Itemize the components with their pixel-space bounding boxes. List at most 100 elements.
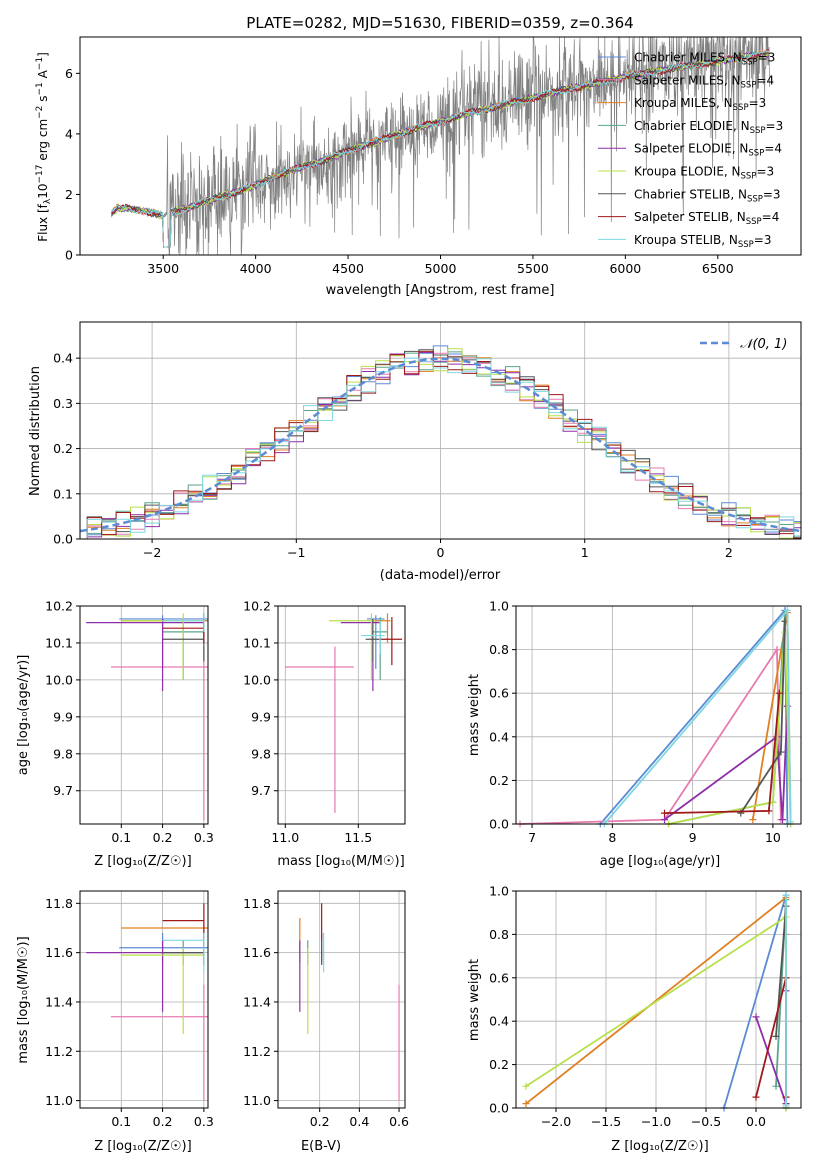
- spectrum-legend: Chabrier MILES, NSSP=3 Salpeter MILES, NS…: [598, 51, 783, 250]
- spectrum-panel: PLATE=0282, MJD=51630, FIBERID=0359, z=0…: [35, 14, 802, 298]
- legend-label: Salpeter ELODIE, NSSP=4: [634, 142, 782, 159]
- x-tick-label: 5000: [425, 261, 457, 276]
- chart-title: PLATE=0282, MJD=51630, FIBERID=0359, z=0…: [246, 14, 633, 32]
- x-tick-label: 0.2: [153, 1114, 173, 1129]
- weight-marker: [772, 1082, 780, 1090]
- y-tick-label: 0.3: [53, 396, 73, 411]
- x-tick-label: 0.0: [746, 1114, 766, 1129]
- x-tick-label: 2: [725, 545, 733, 560]
- y-tick-label: 1.0: [489, 599, 509, 614]
- x-tick-label: 0: [437, 545, 445, 560]
- y-tick-label: 10.0: [243, 672, 271, 687]
- weight-line-chabrier-stelib: [775, 906, 787, 1037]
- y-tick-label: 0.2: [53, 441, 73, 456]
- x-tick-label: 7: [528, 830, 536, 845]
- weight-marker: [661, 816, 669, 824]
- weight-marker: [749, 816, 757, 824]
- errorbar-point-kroupa-elodie: [329, 613, 376, 680]
- weight-vs-metallicity-panel: −2.0 −1.5 −1.0 −0.5 0.0 0.0 0.2 0.4 0.6 0.8 1.0 Z …: [467, 884, 802, 1154]
- y-tick-label: 0.6: [489, 970, 509, 985]
- y-tick-label: 9.8: [53, 746, 73, 761]
- mass-vs-metallicity-panel: 0.1 0.2 0.3 11.0 11.2 11.4 11.6 11.8 Z [log₁₀(Z…: [16, 890, 214, 1154]
- y-tick-label: 9.9: [53, 709, 73, 724]
- y-tick-label: 11.6: [243, 945, 271, 960]
- x-tick-label: 9: [689, 830, 697, 845]
- errorbar-point-kroupa-stelib: [162, 613, 205, 632]
- y-tick-label: 11.2: [45, 1044, 73, 1059]
- errorbar-point-chabrier-miles: [367, 615, 385, 669]
- x-tick-label: −1.5: [591, 1114, 621, 1129]
- weight-marker: [765, 807, 773, 815]
- weight-marker: [522, 1082, 530, 1090]
- y-tick-label: 0: [65, 248, 73, 263]
- weight-marker: [773, 646, 781, 654]
- errorbar-point-kroupa-stelib: [162, 932, 205, 973]
- model-spectrum-kroupa-elodie: [110, 53, 770, 248]
- legend-label: Chabrier ELODIE, NSSP=3: [634, 119, 783, 136]
- x-tick-label: 11.5: [344, 830, 372, 845]
- weight-vs-z-x-axis-label: Z [log₁₀(Z/Z☉)]: [611, 1139, 708, 1154]
- x-tick-label: −2: [143, 545, 161, 560]
- residuals-y-axis-label: Normed distribution: [28, 366, 43, 496]
- y-tick-label: 10.1: [45, 635, 73, 650]
- axes-frame: [277, 605, 406, 825]
- x-tick-label: −2.0: [541, 1114, 571, 1129]
- spectrum-plot-area: [110, 36, 770, 256]
- y-tick-label: 4: [65, 126, 73, 141]
- weight-line-salpeter-elodie: [663, 706, 789, 821]
- y-tick-label: 10.2: [243, 599, 271, 614]
- residual-histogram-kroupa-stelib: [86, 357, 801, 539]
- x-tick-label: 0.3: [194, 1114, 214, 1129]
- x-tick-label: 4500: [332, 261, 364, 276]
- y-tick-label: 11.8: [45, 896, 73, 911]
- y-tick-label: 0.0: [489, 1101, 509, 1116]
- weight-vs-z-y-axis-label: mass weight: [467, 959, 482, 1041]
- y-tick-label: 11.8: [243, 896, 271, 911]
- y-tick-label: 0.4: [489, 1014, 509, 1029]
- normal-legend-label: 𝒩(0, 1): [740, 337, 787, 352]
- axes-frame: [515, 605, 802, 825]
- spectrum-x-ticks: 3500 4000 4500 5000 5500 6000 6500: [147, 255, 734, 276]
- errorbar-point-salpeter-elodie: [86, 618, 204, 691]
- weight-marker: [752, 1093, 760, 1101]
- x-tick-label: 10: [765, 830, 781, 845]
- y-tick-label: 0.2: [489, 1057, 509, 1072]
- mass-vs-z-x-axis-label: Z [log₁₀(Z/Z☉)]: [94, 1139, 191, 1154]
- weight-marker: [661, 809, 669, 817]
- weight-marker: [782, 891, 790, 899]
- weight-marker: [775, 689, 783, 697]
- weight-line-salpeter-miles: [519, 646, 782, 825]
- y-tick-label: 0.8: [489, 927, 509, 942]
- legend-label: Kroupa MILES, NSSP=3: [634, 96, 766, 113]
- y-tick-label: 11.2: [243, 1044, 271, 1059]
- weight-marker: [752, 1013, 760, 1021]
- errorbar-point-salpeter-miles: [285, 646, 354, 813]
- y-tick-label: 0.0: [489, 817, 509, 832]
- axes-frame: [79, 890, 209, 1109]
- residuals-plot-area: [79, 345, 802, 539]
- y-tick-label: 0.8: [489, 642, 509, 657]
- age-vs-mass-panel: 11.0 11.5 9.7 9.8 9.9 10.0 10.1 10.2 mass [log₁…: [243, 599, 406, 869]
- age-vs-mass-x-axis-label: mass [log₁₀(M/M☉)]: [277, 854, 404, 869]
- x-tick-label: 0.1: [111, 1114, 131, 1129]
- weight-marker: [772, 1032, 780, 1040]
- x-tick-label: 0.6: [389, 1114, 409, 1129]
- x-tick-label: 11.0: [271, 830, 299, 845]
- x-tick-label: 1: [581, 545, 589, 560]
- residuals-x-axis-label: (data-model)/error: [380, 568, 501, 583]
- y-tick-label: 9.9: [251, 709, 271, 724]
- residuals-panel: −2 −1 0 1 2 0.0 0.1 0.2 0.3 0.4 (data-model)/err…: [28, 321, 802, 583]
- normal-distribution-curve: [79, 357, 802, 533]
- legend-label: Chabrier MILES, NSSP=3: [634, 51, 775, 68]
- model-spectrum-kroupa-stelib: [110, 49, 770, 248]
- x-tick-label: 0.3: [194, 830, 214, 845]
- y-tick-label: 11.6: [45, 945, 73, 960]
- y-tick-label: 11.0: [243, 1093, 271, 1108]
- y-tick-label: 0.2: [489, 773, 509, 788]
- x-tick-label: −1: [287, 545, 305, 560]
- weight-marker: [779, 816, 787, 824]
- y-tick-label: 11.4: [45, 994, 73, 1009]
- x-tick-label: 0.1: [111, 830, 131, 845]
- y-tick-label: 10.2: [45, 599, 73, 614]
